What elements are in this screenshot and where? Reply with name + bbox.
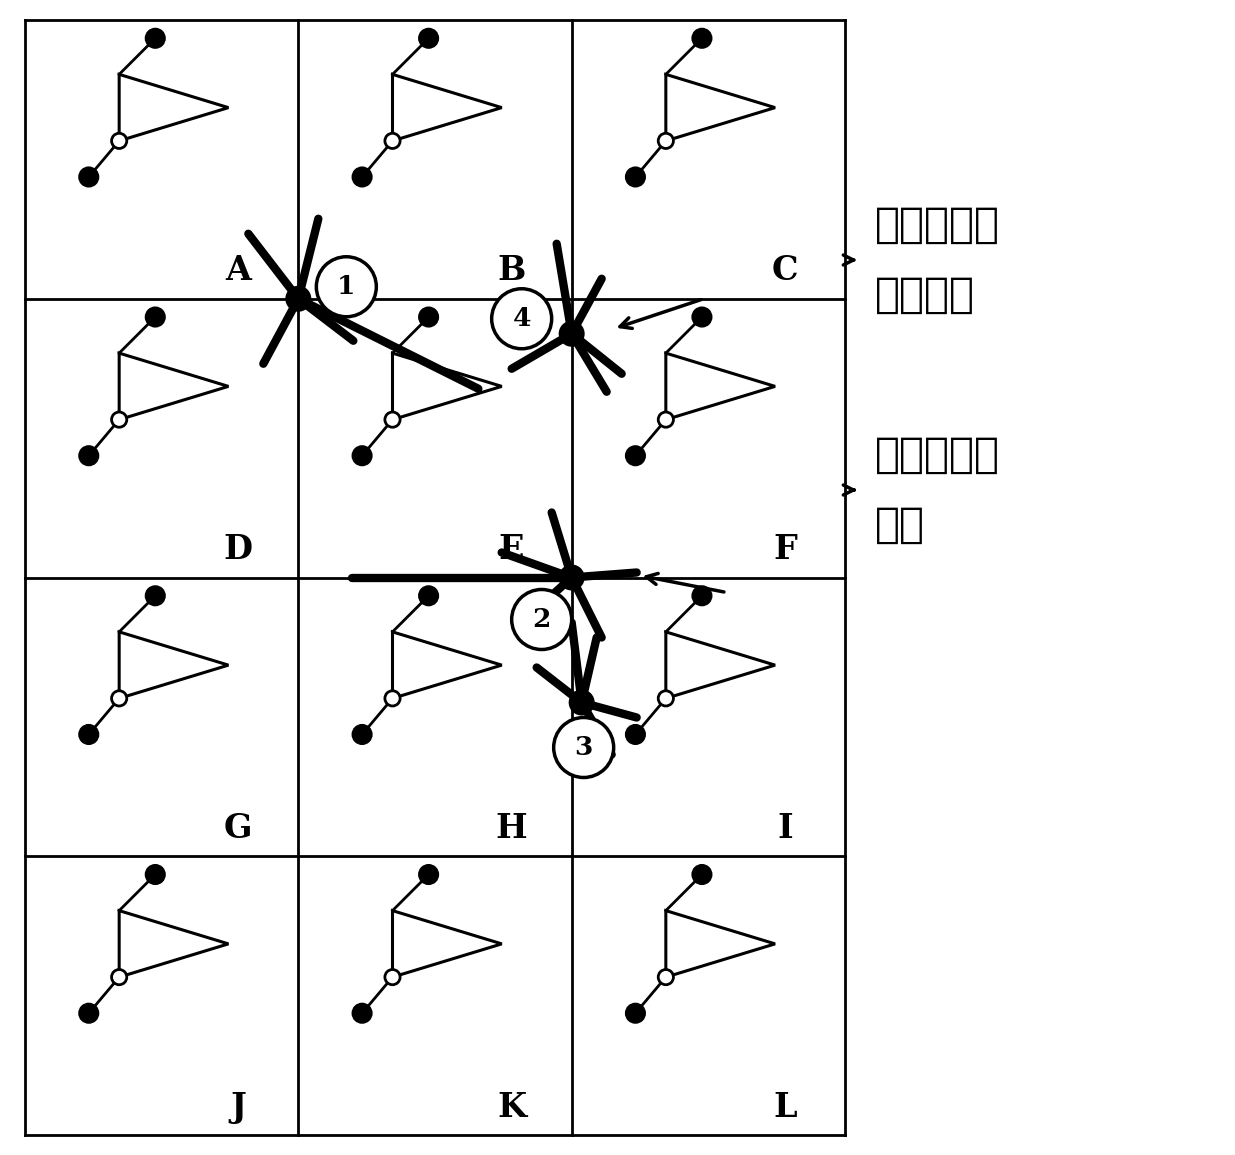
Circle shape xyxy=(568,690,595,715)
Circle shape xyxy=(693,29,711,47)
Circle shape xyxy=(111,412,127,427)
Text: I: I xyxy=(777,812,793,844)
Circle shape xyxy=(353,725,372,744)
Circle shape xyxy=(353,167,372,186)
Circle shape xyxy=(419,307,438,327)
Circle shape xyxy=(558,321,584,346)
Circle shape xyxy=(385,969,400,985)
Text: 2: 2 xyxy=(532,608,551,632)
Circle shape xyxy=(146,587,164,605)
Text: D: D xyxy=(224,534,253,566)
Circle shape xyxy=(385,691,400,706)
Circle shape xyxy=(626,725,645,744)
Circle shape xyxy=(419,865,438,884)
Circle shape xyxy=(419,29,438,47)
Circle shape xyxy=(111,691,127,706)
Text: A: A xyxy=(225,254,251,288)
Text: E: E xyxy=(499,534,525,566)
Circle shape xyxy=(146,865,164,884)
Circle shape xyxy=(111,133,127,149)
Circle shape xyxy=(693,865,711,884)
Circle shape xyxy=(316,256,377,316)
Circle shape xyxy=(385,133,400,149)
Text: 正常导通纳: 正常导通纳 xyxy=(876,204,1000,246)
Circle shape xyxy=(79,725,99,744)
Circle shape xyxy=(111,969,127,985)
Text: F: F xyxy=(773,534,797,566)
Circle shape xyxy=(385,412,400,427)
Text: 极管: 极管 xyxy=(876,504,925,546)
Circle shape xyxy=(146,29,164,47)
Circle shape xyxy=(626,167,645,186)
Circle shape xyxy=(79,167,99,186)
Text: 3: 3 xyxy=(574,735,593,760)
Circle shape xyxy=(626,446,645,465)
Circle shape xyxy=(693,587,711,605)
Circle shape xyxy=(492,289,552,349)
Text: 4: 4 xyxy=(513,306,531,331)
Circle shape xyxy=(419,587,438,605)
Circle shape xyxy=(79,1004,99,1022)
Circle shape xyxy=(658,969,673,985)
Text: G: G xyxy=(224,812,252,844)
Circle shape xyxy=(658,133,673,149)
Circle shape xyxy=(146,307,164,327)
Text: J: J xyxy=(230,1090,246,1124)
Circle shape xyxy=(626,1004,645,1022)
Circle shape xyxy=(658,691,673,706)
Circle shape xyxy=(353,1004,372,1022)
Circle shape xyxy=(658,412,673,427)
Circle shape xyxy=(693,307,711,327)
Circle shape xyxy=(558,565,584,590)
Text: B: B xyxy=(498,254,526,288)
Circle shape xyxy=(553,717,614,777)
Text: K: K xyxy=(496,1090,526,1124)
Text: 缺陷纳米二: 缺陷纳米二 xyxy=(876,434,1000,476)
Text: C: C xyxy=(772,254,798,288)
Text: L: L xyxy=(773,1090,797,1124)
Text: 米二极管: 米二极管 xyxy=(876,274,974,316)
Text: H: H xyxy=(495,812,527,844)
Circle shape xyxy=(285,285,311,312)
Text: 1: 1 xyxy=(337,274,356,299)
Circle shape xyxy=(511,589,572,649)
Circle shape xyxy=(353,446,372,465)
Circle shape xyxy=(79,446,99,465)
